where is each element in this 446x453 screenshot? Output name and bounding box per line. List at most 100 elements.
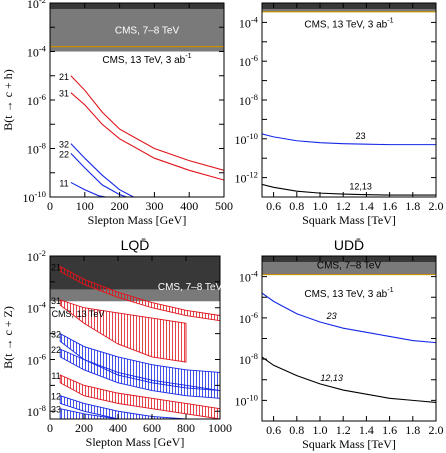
series-11-band	[59, 374, 220, 419]
series-31-band	[59, 299, 187, 363]
x-tick-label: 1.0	[313, 423, 328, 437]
y-tick-label: 10-6	[27, 351, 47, 367]
x-tick-label: 1.4	[359, 199, 374, 213]
x-tick-label: 1.8	[405, 423, 420, 437]
x-tick-label: 1000	[208, 421, 232, 435]
x-tick-label: 0	[47, 421, 53, 435]
series-label: 31	[59, 89, 69, 99]
band-label-13: CMS, 13 TeV, 3 ab-1	[304, 285, 393, 300]
series-11-line	[70, 181, 106, 197]
series-33-band	[59, 408, 220, 419]
cms-7-8-band	[50, 9, 224, 52]
x-tick-label: 0.8	[289, 199, 304, 213]
y-tick-label: 10-10	[235, 131, 259, 147]
plot-area-3	[50, 256, 220, 419]
plot-area-4	[262, 256, 436, 403]
cms-band-top-strip	[262, 256, 436, 262]
x-tick-label: 200	[111, 199, 129, 213]
x-tick-label: 0.6	[266, 199, 281, 213]
series-32-line	[70, 143, 134, 197]
series-22-band	[59, 348, 220, 399]
y-tick-label: 10-8	[27, 403, 46, 419]
y-axis-label: B(t → c + Z)	[1, 306, 15, 369]
x-tick-label: 1.6	[382, 423, 397, 437]
series-label: 21	[59, 72, 69, 82]
panel-title: LQD̄	[121, 237, 150, 253]
x-axis-label: Slepton Mass [GeV]	[86, 435, 185, 449]
cms-7-8-band	[262, 9, 436, 12]
y-tick-label: 10-8	[239, 351, 258, 367]
x-axis-label: Slepton Mass [GeV]	[88, 213, 187, 227]
band-label-13: CMS, 13 TeV	[52, 309, 105, 319]
plot-frame	[49, 255, 221, 420]
x-tick-label: 1.6	[382, 199, 397, 213]
x-tick-label: 1.2	[336, 423, 351, 437]
y-tick-label: 10-10	[235, 392, 259, 408]
x-tick-label: 2.0	[429, 423, 444, 437]
panel-title: UDD̄	[334, 237, 364, 253]
x-tick-label: 400	[109, 421, 127, 435]
x-tick-label: 0	[47, 199, 53, 213]
series-label: 23	[356, 131, 366, 141]
y-axis-label: B(t → c + h)	[1, 69, 15, 130]
x-tick-label: 300	[145, 199, 163, 213]
plot-frame	[261, 255, 437, 422]
band-label-13: CMS, 13 TeV, 3 ab-1	[102, 51, 191, 66]
plot-frame	[261, 2, 437, 198]
series-label: 32	[59, 140, 69, 150]
series-22-line	[70, 152, 127, 197]
y-tick-label: 10-12	[235, 170, 259, 186]
chart-panel-1: 010020030040050010-1010-810-610-410-2LQD…	[1, 0, 233, 227]
band-label-7-8: CMS, 7–8 TeV	[115, 26, 180, 37]
x-tick-label: 0.8	[289, 423, 304, 437]
series-label: 11	[59, 178, 68, 188]
y-tick-label: 10-6	[239, 310, 259, 326]
band-label-7-8: CMS, 7–8 TeV	[158, 282, 223, 293]
series-label: 31	[51, 296, 61, 306]
series-23-line	[262, 133, 436, 146]
chart-panel-4: 0.6 0.8 1.0 1.2 1.4 1.6 1.8 2.0 10-10 10-8 10-6 10-…	[235, 237, 444, 451]
series-label: 12,13	[349, 182, 372, 192]
x-axis-label: Squark Mass [TeV]	[302, 213, 396, 227]
cms-13-band	[50, 289, 220, 302]
y-tick-label: 10-8	[27, 141, 46, 157]
y-tick-label: 10-4	[239, 14, 259, 30]
x-tick-label: 1.0	[313, 199, 328, 213]
y-tick-label: 10-6	[239, 53, 259, 69]
plot-area-1	[50, 3, 224, 197]
series-label: 21	[51, 262, 61, 272]
y-tick-label: 10-2	[27, 248, 46, 264]
x-tick-label: 1.8	[405, 199, 420, 213]
cms-band-top-strip	[50, 3, 224, 9]
chart-panel-3: 0 200 400 600 800 1000 10-8 10-6 10-4 10-2 LQD̄ Sle…	[1, 237, 232, 449]
x-tick-label: 800	[177, 421, 195, 435]
y-tick-label: 10-8	[239, 92, 258, 108]
series-label: 22	[59, 149, 69, 159]
x-tick-label: 1.4	[359, 423, 374, 437]
series-21-band	[59, 265, 220, 322]
series-12-band	[59, 395, 220, 419]
x-tick-label: 0.6	[266, 423, 281, 437]
x-axis-label: Squark Mass [TeV]	[302, 437, 396, 451]
y-tick-label: 10-4	[27, 44, 47, 60]
cms-7-8-band	[50, 256, 220, 290]
series-21-line	[70, 75, 224, 171]
series-23-line	[262, 292, 436, 344]
series-1213-line	[262, 356, 436, 403]
x-tick-label: 100	[76, 199, 94, 213]
series-label: 12,13	[320, 373, 343, 383]
band-label-7-8: CMS, 7–8 TeV	[317, 260, 382, 271]
series-label: 23	[326, 311, 337, 321]
x-tick-label: 500	[215, 199, 233, 213]
y-tick-label: 10-10	[23, 189, 47, 205]
x-tick-label: 400	[180, 199, 198, 213]
series-label: 22	[51, 345, 61, 355]
series-label: 11	[51, 371, 60, 381]
series-label: 32	[51, 330, 61, 340]
chart-panel-2: 0.6 0.8 1.0 1.2 1.4 1.6 1.8 2.0 10-12 10-10 10-8 10…	[235, 2, 444, 227]
y-tick-label: 10-4	[239, 269, 259, 285]
series-31-line	[70, 92, 224, 181]
series-label: 33	[51, 405, 61, 415]
y-tick-label: 10-2	[27, 0, 46, 11]
